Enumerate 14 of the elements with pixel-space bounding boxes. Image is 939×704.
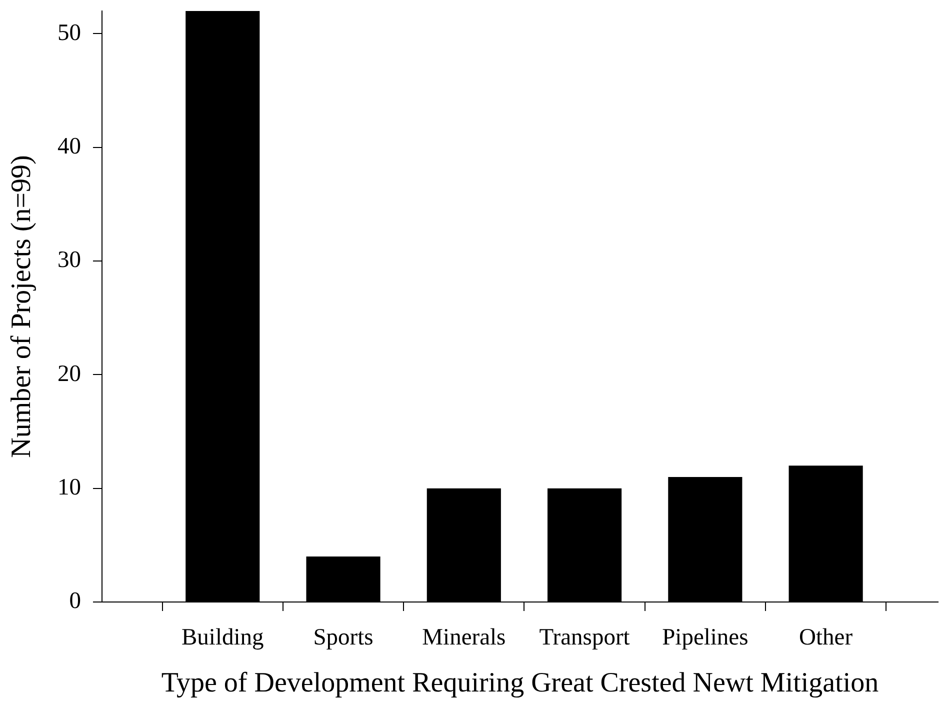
x-tick-label: Pipelines (662, 624, 748, 650)
y-tick-label: 40 (58, 134, 81, 160)
y-tick-label: 50 (58, 20, 81, 46)
y-tick-label: 20 (58, 360, 81, 387)
x-tick-label: Transport (539, 624, 630, 650)
y-axis-title: Number of Projects (n=99) (6, 155, 38, 458)
x-tick-label: Minerals (422, 624, 506, 650)
x-axis-title: Type of Development Requiring Great Crested Newt Mitigation (161, 668, 879, 699)
y-tick-label: 30 (58, 247, 81, 274)
x-tick-label: Sports (313, 624, 374, 650)
y-tick-label: 0 (69, 588, 81, 614)
y-tick-label: 10 (58, 474, 81, 501)
x-tick-label: Other (799, 624, 853, 650)
x-tick-label: Building (182, 624, 264, 650)
